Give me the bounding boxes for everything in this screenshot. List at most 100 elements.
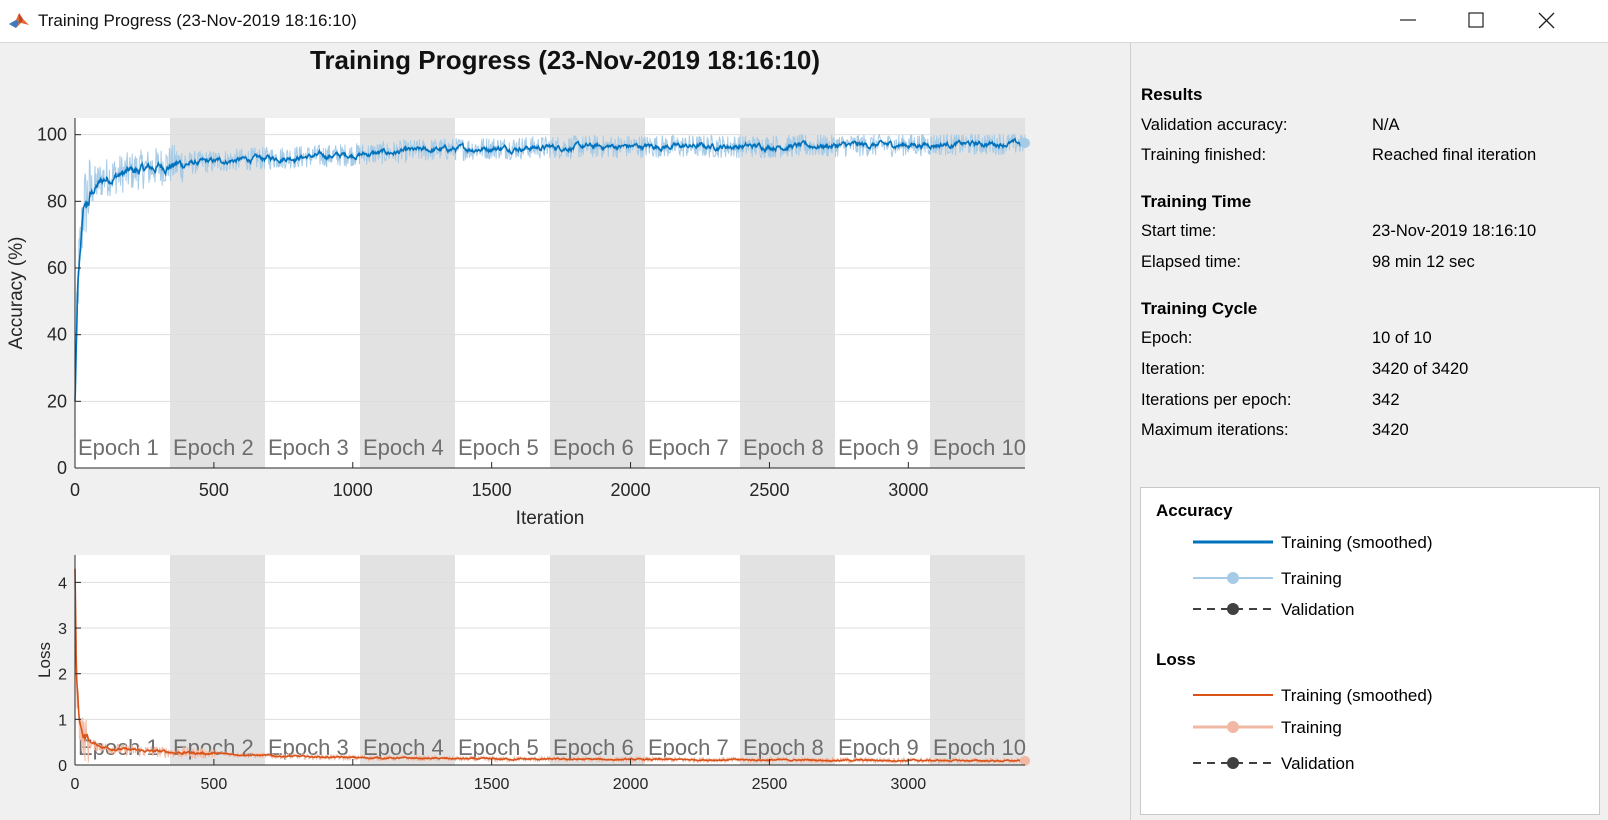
- legend-loss-validation-marker: [1193, 757, 1273, 769]
- epoch-label: Epoch:: [1141, 329, 1193, 347]
- accuracy-epoch-label: Epoch 7: [648, 435, 729, 460]
- legend-accuracy-heading: Accuracy: [1156, 501, 1233, 520]
- matlab-logo-icon: [8, 9, 30, 31]
- loss-training-smoothed-line: [74, 568, 1026, 763]
- training-charts: Epoch 1 Epoch 2 Epoch 3 Epoch 4 Epoch 5 Epoch…: [6, 118, 1030, 793]
- maximum-iterations-label: Maximum iterations:: [1141, 421, 1289, 439]
- accuracy-epoch-label: Epoch 8: [743, 435, 824, 460]
- loss-x-tick-label: 0: [71, 776, 80, 793]
- accuracy-final-point: [1020, 138, 1030, 148]
- loss-y-tick-label: 0: [58, 758, 67, 775]
- training-cycle-heading: Training Cycle: [1141, 299, 1258, 318]
- loss-y-tick-label: 2: [58, 667, 67, 684]
- accuracy-training-raw-line: [74, 132, 1026, 394]
- accuracy-y-tick-label: 40: [47, 325, 67, 345]
- figure-title: Training Progress (23-Nov-2019 18:16:10): [309, 45, 821, 75]
- results-heading: Results: [1141, 85, 1203, 104]
- minimize-icon: [1400, 19, 1416, 21]
- legend-loss-heading: Loss: [1156, 650, 1196, 669]
- accuracy-epoch-band: [550, 118, 645, 468]
- results-panel: Results Validation accuracy: N/A Trainin…: [1131, 43, 1608, 475]
- loss-training-raw-line: [74, 566, 1026, 766]
- accuracy-x-axis-label: Iteration: [516, 508, 585, 529]
- loss-x-tick-label: 2500: [752, 776, 788, 793]
- legend-loss-smoothed-label: Training (smoothed): [1281, 686, 1433, 705]
- validation-accuracy-value: N/A: [1372, 116, 1400, 134]
- legend-loss-training-marker: [1193, 721, 1273, 733]
- accuracy-epoch-band: [930, 118, 1025, 468]
- loss-x-tick-label: 2000: [613, 776, 649, 793]
- title-bar: Training Progress (23-Nov-2019 18:16:10): [0, 0, 1608, 43]
- accuracy-epoch-label: Epoch 2: [173, 435, 254, 460]
- loss-epoch-label: Epoch 8: [743, 735, 824, 760]
- accuracy-x-tick-label: 1500: [472, 480, 512, 500]
- legend-accuracy-training-marker: [1193, 572, 1273, 584]
- loss-epoch-band: [360, 555, 455, 765]
- accuracy-epoch-band: [170, 118, 265, 468]
- loss-x-tick-label: 3000: [891, 776, 927, 793]
- accuracy-epoch-label: Epoch 9: [838, 435, 919, 460]
- loss-final-point: [1020, 755, 1030, 766]
- loss-epoch-label: Epoch 6: [553, 735, 634, 760]
- accuracy-y-tick-label: 60: [47, 258, 67, 278]
- loss-y-axis-label: Loss: [35, 642, 54, 678]
- window-title: Training Progress (23-Nov-2019 18:16:10): [38, 11, 357, 30]
- iterations-per-epoch-label: Iterations per epoch:: [1141, 391, 1292, 409]
- loss-epoch-label: Epoch 5: [458, 735, 539, 760]
- maximize-button[interactable]: [1446, 0, 1506, 42]
- epoch-value: 10 of 10: [1372, 329, 1432, 347]
- accuracy-epoch-label: Epoch 5: [458, 435, 539, 460]
- loss-epoch-band: [930, 555, 1025, 765]
- loss-epoch-band: [170, 555, 265, 765]
- elapsed-time-value: 98 min 12 sec: [1372, 253, 1475, 271]
- accuracy-y-tick-label: 0: [57, 458, 67, 478]
- legend-accuracy-training-label: Training: [1281, 569, 1342, 588]
- legend-accuracy-validation-label: Validation: [1281, 600, 1355, 619]
- close-icon: [1538, 12, 1555, 29]
- accuracy-x-tick-label: 2500: [749, 480, 789, 500]
- panel-divider: [1130, 43, 1131, 820]
- iteration-label: Iteration:: [1141, 360, 1206, 378]
- accuracy-epoch-label: Epoch 1: [78, 435, 159, 460]
- loss-y-tick-label: 3: [58, 621, 67, 638]
- accuracy-training-smoothed-line: [74, 137, 1026, 402]
- accuracy-epoch-label: Epoch 10: [933, 435, 1026, 460]
- accuracy-x-tick-label: 500: [199, 480, 229, 500]
- loss-epoch-band: [740, 555, 835, 765]
- legend-loss-validation-label: Validation: [1281, 754, 1355, 773]
- accuracy-epoch-label: Epoch 3: [268, 435, 349, 460]
- accuracy-y-tick-label: 100: [37, 125, 67, 145]
- loss-y-tick-label: 4: [58, 575, 67, 592]
- accuracy-x-tick-label: 3000: [888, 480, 928, 500]
- accuracy-epoch-band: [740, 118, 835, 468]
- elapsed-time-label: Elapsed time:: [1141, 253, 1241, 271]
- minimize-button[interactable]: [1378, 0, 1438, 42]
- legend-accuracy-validation-marker: [1193, 603, 1273, 615]
- legend-loss-training-label: Training: [1281, 718, 1342, 737]
- accuracy-x-tick-label: 2000: [611, 480, 651, 500]
- maximize-icon: [1468, 12, 1484, 28]
- accuracy-y-tick-label: 80: [47, 191, 67, 211]
- accuracy-epoch-band: [360, 118, 455, 468]
- validation-accuracy-label: Validation accuracy:: [1141, 116, 1288, 134]
- accuracy-epoch-label: Epoch 4: [363, 435, 444, 460]
- loss-epoch-label: Epoch 9: [838, 735, 919, 760]
- loss-x-tick-label: 1000: [335, 776, 371, 793]
- plot-area: Training Progress (23-Nov-2019 18:16:10)…: [0, 43, 1130, 820]
- accuracy-y-tick-label: 20: [47, 391, 67, 411]
- iteration-value: 3420 of 3420: [1372, 360, 1469, 378]
- start-time-label: Start time:: [1141, 222, 1217, 240]
- accuracy-x-tick-label: 1000: [333, 480, 373, 500]
- maximum-iterations-value: 3420: [1372, 421, 1409, 439]
- loss-epoch-label: Epoch 10: [933, 735, 1026, 760]
- legend-box: Accuracy Training (smoothed) Training Va…: [1140, 487, 1600, 815]
- loss-epoch-label: Epoch 7: [648, 735, 729, 760]
- training-time-heading: Training Time: [1141, 192, 1252, 211]
- loss-y-tick-label: 1: [58, 712, 67, 729]
- legend-accuracy-smoothed-label: Training (smoothed): [1281, 533, 1433, 552]
- close-button[interactable]: [1516, 0, 1576, 42]
- loss-x-tick-label: 500: [201, 776, 228, 793]
- iterations-per-epoch-value: 342: [1372, 391, 1400, 409]
- training-finished-label: Training finished:: [1141, 146, 1267, 164]
- accuracy-y-axis-label: Accuracy (%): [6, 237, 27, 350]
